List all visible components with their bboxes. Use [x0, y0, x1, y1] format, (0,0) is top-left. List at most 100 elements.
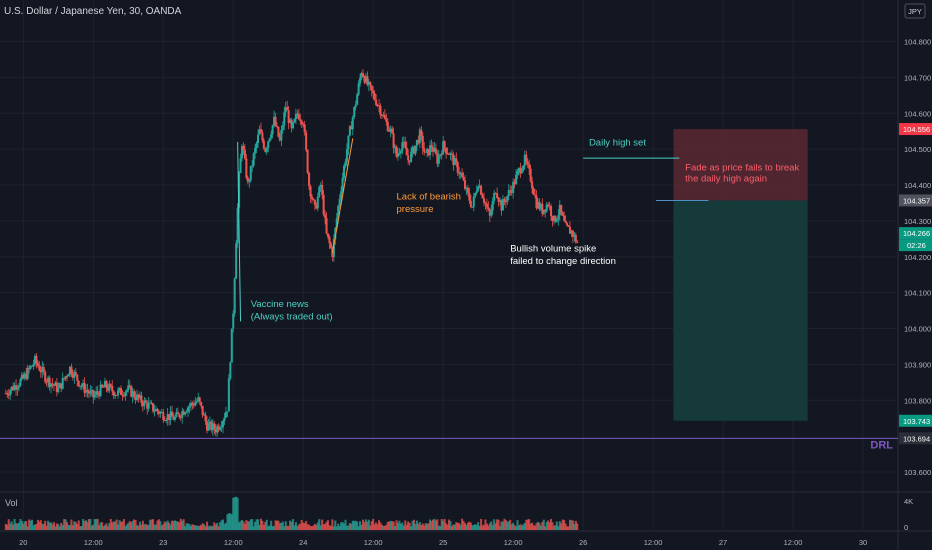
volume-bar	[493, 519, 496, 530]
volume-bar	[299, 523, 302, 530]
candle-body	[343, 165, 346, 179]
annotation-text[interactable]: Vaccine news	[251, 299, 309, 310]
candle-body	[385, 118, 388, 122]
volume-bar	[136, 525, 139, 530]
candle-body	[79, 385, 82, 387]
currency-badge[interactable]: JPY	[904, 3, 926, 19]
candle-body	[547, 204, 550, 206]
volume-bar	[430, 521, 433, 530]
candle-body	[453, 158, 456, 166]
candle-body	[246, 177, 249, 182]
candle-body	[471, 206, 474, 208]
candle-body	[386, 121, 389, 131]
volume-bar	[376, 524, 379, 530]
volume-bar	[367, 519, 370, 530]
volume-bar	[187, 523, 190, 530]
price-marker-box	[899, 123, 932, 136]
volume-bar	[305, 521, 308, 530]
candle-body	[493, 192, 496, 201]
candle-body	[201, 405, 204, 416]
volume-bar	[529, 523, 532, 530]
volume-bar	[246, 521, 249, 530]
axes: 104.800 104.700 104.600 104.500 104.400 104.3…	[19, 38, 932, 547]
volume-label: Vol	[5, 498, 18, 508]
volume-bar	[510, 524, 513, 530]
candle-body	[82, 382, 85, 387]
candle-body	[421, 135, 424, 149]
short-position-tool[interactable]	[673, 129, 808, 421]
volume-bar	[168, 522, 171, 530]
candle-body	[179, 416, 182, 418]
annotations[interactable]: Daily high set Fade as price fails to bre…	[251, 138, 800, 323]
volume-bar	[474, 524, 477, 530]
volume-bar	[350, 523, 353, 530]
volume-bar	[147, 524, 150, 530]
candle-body	[137, 394, 140, 399]
volume-bar	[170, 520, 174, 530]
candle-body	[568, 226, 572, 234]
annotation-text[interactable]: Lack of bearish	[397, 191, 461, 202]
candle-body	[15, 385, 18, 390]
volume-bar	[214, 524, 217, 530]
candle-body	[484, 202, 487, 204]
candle-body	[61, 377, 64, 389]
price-marker-label: 104.556	[903, 125, 930, 134]
volume-bar	[176, 521, 179, 530]
volume-bar	[216, 523, 219, 530]
candle-body	[258, 129, 261, 135]
candle-body	[429, 145, 432, 156]
volume-bar	[122, 519, 125, 530]
volume-bar	[378, 520, 381, 530]
drawing-lines[interactable]: DRL	[0, 138, 898, 451]
annotation-text[interactable]: the daily high again	[685, 173, 767, 184]
volume-bar	[102, 526, 105, 530]
candle-body	[213, 423, 216, 430]
annotation-text[interactable]: Daily high set	[589, 138, 646, 149]
volume-bar	[443, 518, 446, 530]
volume-bar	[236, 497, 239, 530]
annotation-text[interactable]: Fade as price fails to break	[685, 163, 799, 174]
candle-body	[423, 148, 426, 152]
annotation-text[interactable]: failed to change direction	[510, 256, 616, 267]
volume-bar	[431, 519, 434, 530]
volume-bar	[379, 522, 382, 530]
volume-bar	[570, 520, 573, 530]
candle-body	[554, 215, 557, 222]
candle-body	[394, 146, 397, 149]
time-tick-label: 25	[439, 538, 447, 547]
candle-body	[284, 107, 287, 113]
volume-bar	[316, 522, 319, 530]
candle-body	[238, 173, 241, 208]
candle-body	[354, 104, 357, 107]
candle-body	[93, 394, 96, 398]
drl-label: DRL	[870, 439, 893, 451]
annotation-text[interactable]: (Always traded out)	[251, 312, 333, 323]
volume-bar	[388, 521, 391, 530]
candle-body	[405, 147, 408, 156]
candle-body	[532, 188, 535, 195]
candle-body	[439, 154, 442, 156]
candle-body	[375, 99, 378, 106]
annotation-text[interactable]: pressure	[397, 204, 434, 215]
candle-body	[214, 429, 217, 433]
volume-bar	[162, 524, 165, 530]
candle-body	[240, 145, 244, 159]
candle-body	[26, 367, 29, 379]
candle-body	[478, 185, 481, 187]
candle-body	[6, 393, 9, 395]
candle-body	[525, 154, 528, 162]
candle-body	[195, 401, 198, 403]
candle-body	[433, 148, 436, 152]
annotation-text[interactable]: Bullish volume spike	[510, 243, 596, 254]
candle-body	[275, 125, 279, 127]
candle-body	[544, 209, 547, 212]
candle-body	[417, 139, 420, 144]
candle-body	[373, 93, 376, 100]
candle-body	[555, 219, 558, 222]
volume-bar	[501, 521, 504, 530]
candle-body	[299, 119, 302, 121]
bearish-pressure-line	[331, 138, 354, 254]
candle-body	[109, 384, 112, 386]
volume-bar	[201, 523, 204, 530]
